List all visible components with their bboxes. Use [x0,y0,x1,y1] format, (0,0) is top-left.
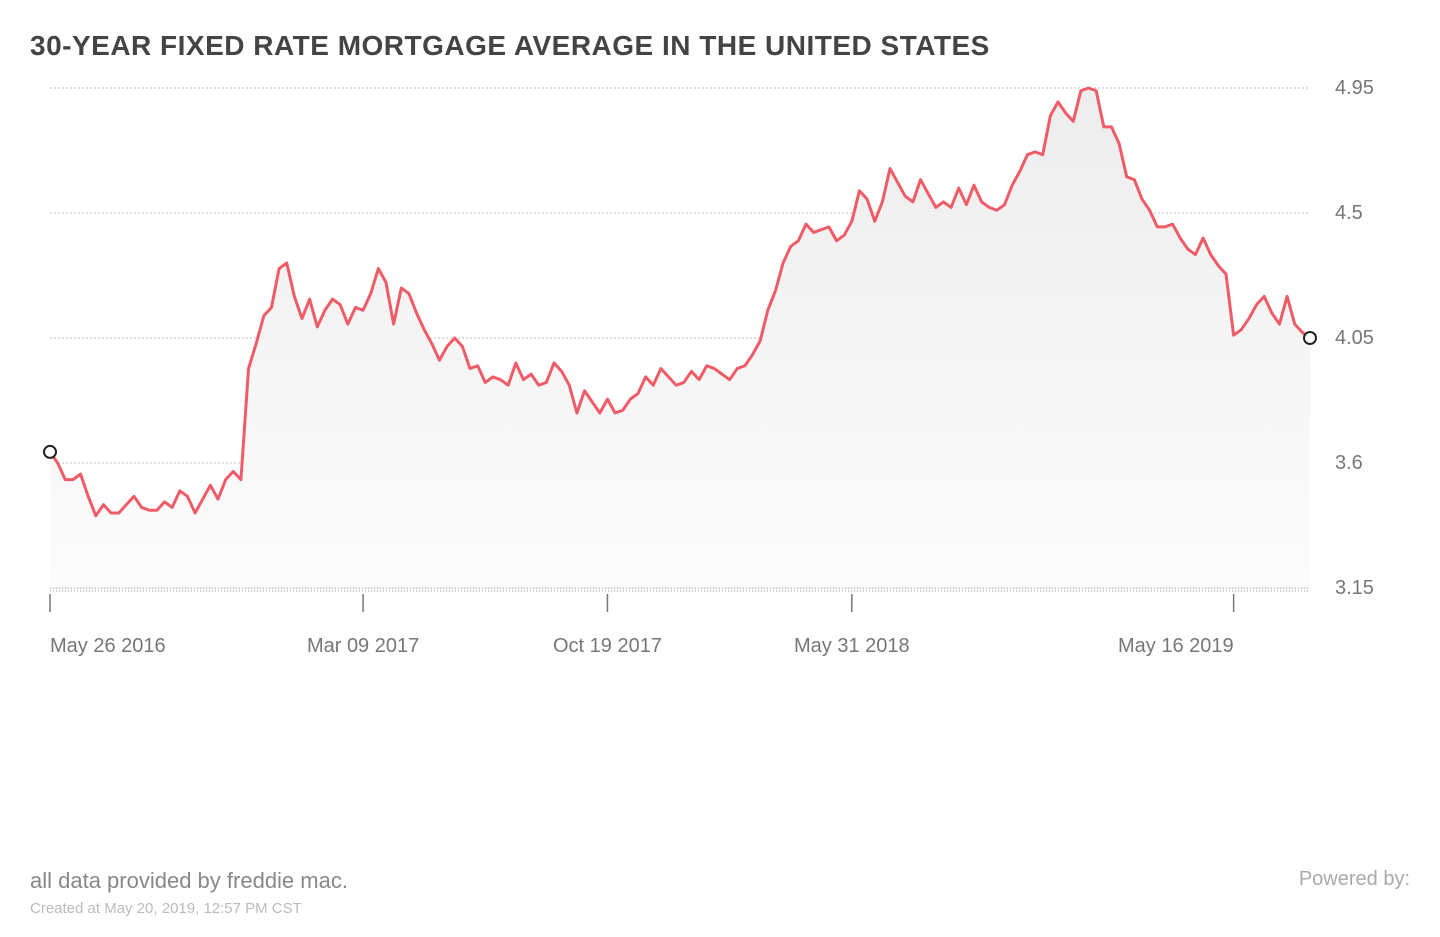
chart-footer: all data provided by freddie mac. Create… [30,868,1410,917]
svg-text:4.05: 4.05 [1335,327,1374,349]
data-source-label: all data provided by freddie mac. [30,868,348,894]
svg-text:4.95: 4.95 [1335,78,1374,99]
svg-text:3.6: 3.6 [1335,452,1363,474]
svg-text:Mar 09 2017: Mar 09 2017 [307,635,419,657]
powered-by-label: Powered by: [1299,868,1410,891]
svg-text:Oct 19 2017: Oct 19 2017 [553,635,662,657]
created-timestamp: Created at May 20, 2019, 12:57 PM CST [30,900,348,917]
svg-text:3.15: 3.15 [1335,577,1374,599]
svg-text:May 31 2018: May 31 2018 [794,635,910,657]
svg-text:May 16 2019: May 16 2019 [1118,635,1234,657]
svg-text:4.5: 4.5 [1335,202,1363,224]
chart-title: 30-YEAR FIXED RATE MORTGAGE AVERAGE IN T… [30,30,1410,62]
svg-text:May 26 2016: May 26 2016 [50,635,166,657]
chart-plot: 3.15 3.6 4.05 4.5 4.95 May 26 2016 Mar 09 2017… [30,78,1410,708]
line-chart-svg: 3.15 3.6 4.05 4.5 4.95 May 26 2016 Mar 09 2017… [30,78,1410,708]
